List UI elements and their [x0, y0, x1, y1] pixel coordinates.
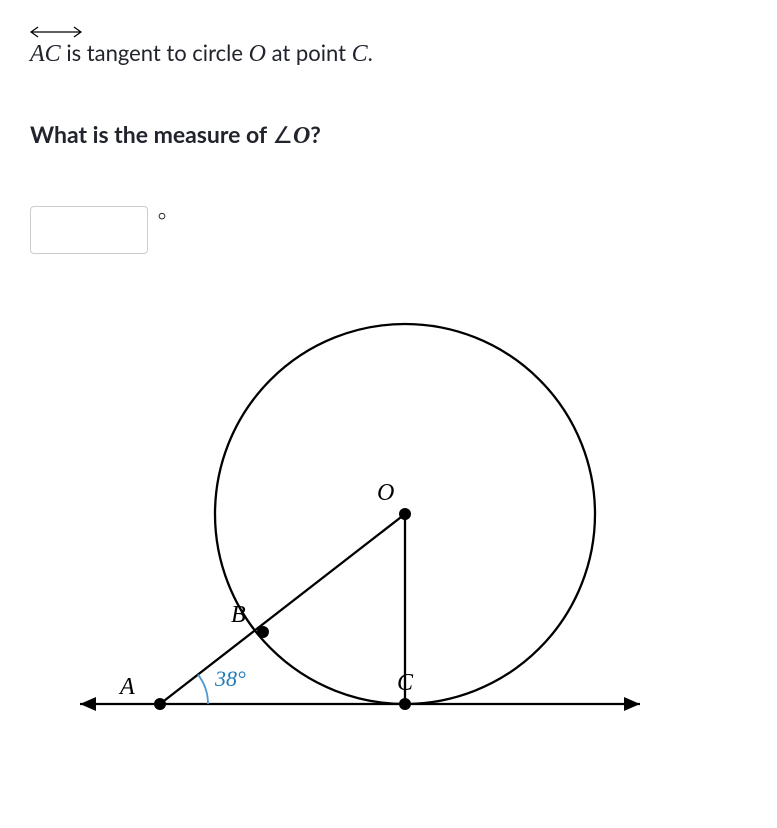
circle-name: O	[249, 41, 266, 67]
point-name: C	[352, 41, 368, 67]
answer-input[interactable]	[30, 206, 148, 254]
diagram-container: A B C O 38°	[50, 314, 747, 748]
question-lead: What is the measure of	[30, 120, 272, 148]
degree-symbol: ○	[158, 208, 166, 223]
angle-name: O	[293, 123, 310, 149]
svg-text:O: O	[377, 480, 394, 506]
geometry-diagram: A B C O 38°	[50, 314, 670, 744]
svg-text:B: B	[231, 602, 246, 628]
svg-text:A: A	[118, 674, 135, 700]
segment-label: AC	[30, 41, 61, 67]
line-double-arrow-icon	[26, 24, 86, 40]
angle-symbol: ∠	[272, 123, 293, 148]
intro-text: AC is tangent to circle O at point C.	[30, 30, 747, 72]
svg-text:38°: 38°	[214, 666, 246, 691]
svg-text:C: C	[397, 670, 414, 696]
question-text: What is the measure of ∠O?	[30, 120, 747, 150]
answer-row: ○	[30, 206, 747, 254]
segment-ac: AC	[30, 30, 61, 72]
intro-tail2: at point	[272, 39, 352, 66]
intro-tail: is tangent to circle	[66, 39, 248, 66]
